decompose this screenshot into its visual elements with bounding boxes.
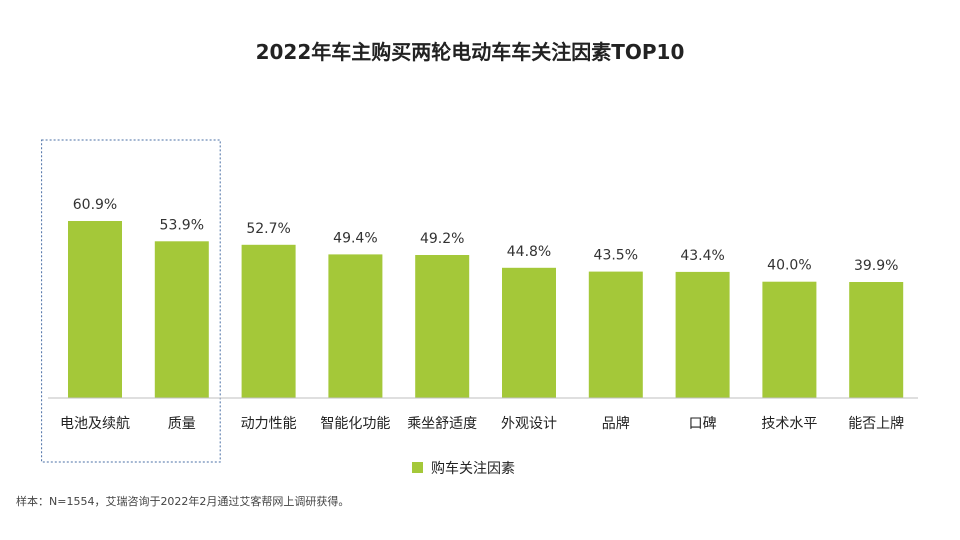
highlight-layer <box>41 139 221 463</box>
chart-title: 2022年车主购买两轮电动车车关注因素TOP10 <box>256 40 685 64</box>
legend: 购车关注因素 <box>412 460 515 477</box>
category-label-5: 乘坐舒适度 <box>407 416 477 432</box>
category-label-3: 动力性能 <box>241 416 297 432</box>
category-label-2: 质量 <box>168 416 196 432</box>
value-label-6: 44.8% <box>507 244 551 260</box>
value-labels-layer: 60.9% 53.9% 52.7% 49.4% 49.2% 44.8% 43.5% 43.4%… <box>73 197 899 274</box>
value-label-8: 43.4% <box>680 248 724 264</box>
category-label-6: 外观设计 <box>501 416 557 432</box>
bar-2 <box>154 241 209 398</box>
category-label-9: 技术水平 <box>761 416 817 432</box>
legend-label: 购车关注因素 <box>431 460 515 477</box>
bar-3 <box>241 244 296 398</box>
category-label-1: 电池及续航 <box>60 415 130 432</box>
bar-10 <box>849 282 904 398</box>
bar-1 <box>68 221 122 398</box>
bar-9 <box>762 281 817 398</box>
highlight-box <box>41 139 221 463</box>
value-label-1: 60.9% <box>73 197 117 213</box>
bar-4 <box>328 254 383 398</box>
category-labels-layer: 电池及续航 质量 动力性能 智能化功能 乘坐舒适度 外观设计 品牌 口碑 技术水平 能否上牌 <box>60 415 904 432</box>
value-label-10: 39.9% <box>854 258 898 274</box>
category-label-7: 品牌 <box>602 415 630 432</box>
bar-8 <box>675 271 730 398</box>
bar-7 <box>588 271 643 398</box>
category-label-4: 智能化功能 <box>320 416 390 432</box>
category-label-8: 口碑 <box>689 416 717 432</box>
bar-5 <box>415 255 470 398</box>
value-label-3: 52.7% <box>246 221 290 237</box>
category-label-10: 能否上牌 <box>848 415 904 432</box>
legend-swatch <box>412 462 423 473</box>
value-label-2: 53.9% <box>160 217 204 233</box>
value-label-7: 43.5% <box>594 248 638 264</box>
value-label-4: 49.4% <box>333 230 377 246</box>
bars-layer <box>68 221 904 398</box>
value-label-9: 40.0% <box>767 258 811 274</box>
value-label-5: 49.2% <box>420 231 464 247</box>
bar-6 <box>502 267 556 398</box>
source-note: 样本：N=1554，艾瑞咨询于2022年2月通过艾客帮网上调研获得。 <box>16 494 349 508</box>
